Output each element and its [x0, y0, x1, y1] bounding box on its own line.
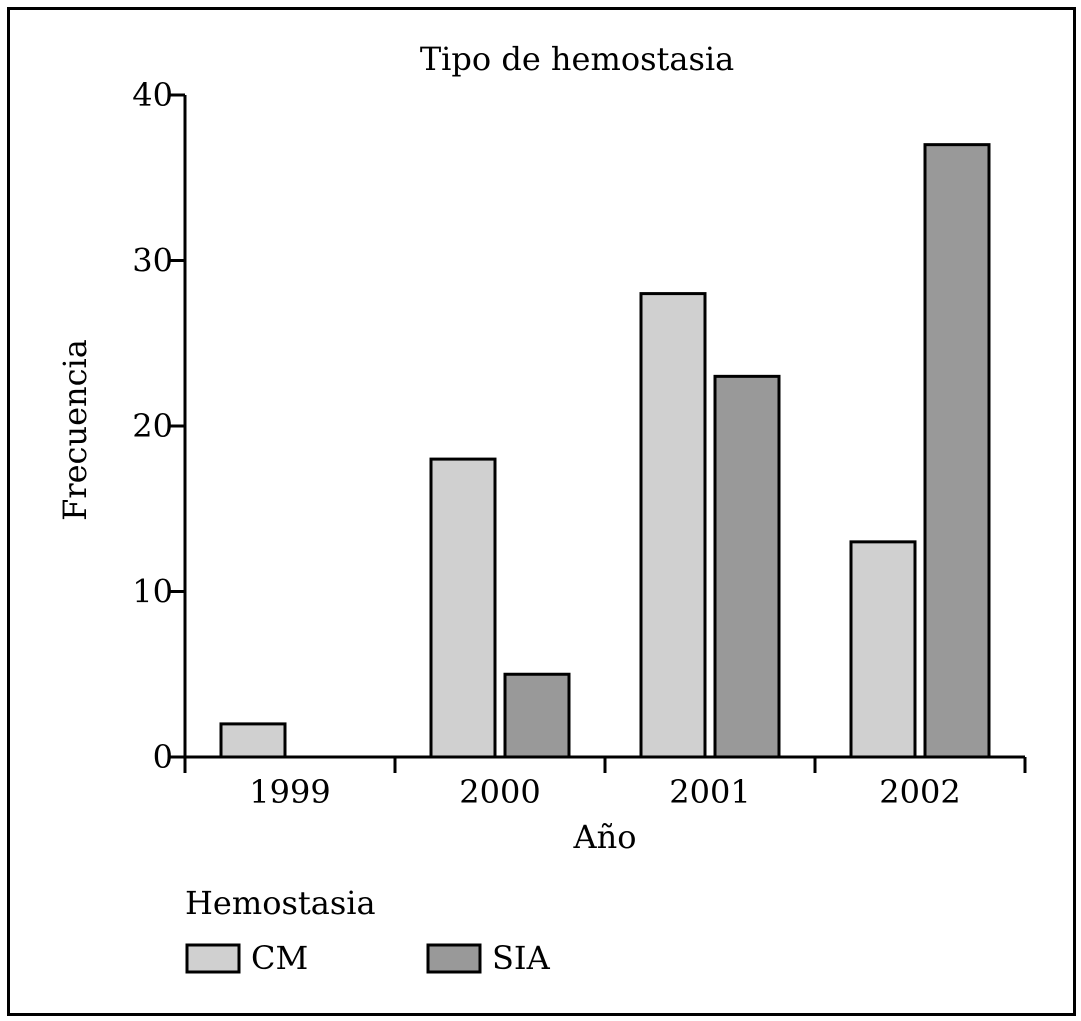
y-tick-label: 30 [132, 242, 173, 280]
bar-cm-2002 [849, 540, 917, 759]
bar-cm-2000 [429, 457, 497, 759]
y-tick-label: 10 [132, 573, 173, 611]
x-tick-label: 2001 [669, 773, 750, 811]
bar-sia-2000 [503, 672, 571, 759]
x-axis-label: Año [573, 818, 637, 856]
bar-cm-1999 [219, 722, 287, 759]
chart-title: Tipo de hemostasia [420, 40, 734, 78]
x-tick-label: 1999 [249, 773, 330, 811]
legend-label-cm: CM [251, 939, 308, 977]
bar-sia-2001 [713, 374, 781, 759]
legend-swatch-cm [185, 943, 241, 974]
bars-group [219, 143, 991, 759]
legend-swatch-sia [426, 943, 482, 974]
legend-label-sia: SIA [492, 939, 551, 977]
y-axis-label: Frecuencia [56, 339, 94, 521]
bar-sia-2002 [923, 143, 991, 759]
axes-group: 0 10 20 30 40 1999 2000 2001 2002 [132, 76, 1027, 811]
legend: Hemostasia CM SIA [185, 884, 551, 977]
x-tick-label: 2002 [879, 773, 960, 811]
legend-title: Hemostasia [185, 884, 376, 922]
y-tick-label: 20 [132, 407, 173, 445]
y-tick-label: 0 [153, 738, 173, 776]
bar-cm-2001 [639, 292, 707, 759]
x-tick-label: 2000 [459, 773, 540, 811]
y-tick-label: 40 [132, 76, 173, 114]
